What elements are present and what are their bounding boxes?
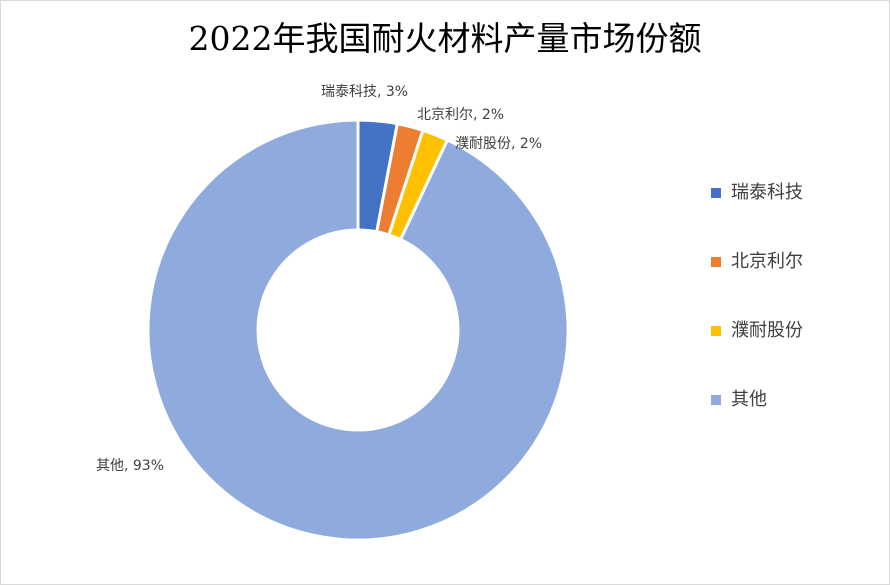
data-label-punai: 濮耐股份, 2% (455, 136, 542, 152)
legend-item-ruitai: 瑞泰科技 (701, 179, 871, 248)
data-labels-group: 瑞泰科技, 3% 北京利尔, 2% 濮耐股份, 2% 其他, 93% (96, 84, 542, 474)
legend-label-beijing-lier: 北京利尔 (731, 251, 803, 272)
data-label-beijing-lier: 北京利尔, 2% (417, 107, 504, 123)
chart-title: 2022年我国耐火材料产量市场份额 (188, 19, 702, 58)
legend-label-ruitai: 瑞泰科技 (731, 182, 803, 203)
legend-label-other: 其他 (731, 389, 767, 410)
legend-item-punai: 濮耐股份 (701, 317, 871, 386)
legend-swatch-punai (711, 326, 721, 336)
legend-swatch-ruitai (711, 188, 721, 198)
legend-item-beijing-lier: 北京利尔 (701, 248, 871, 317)
slices-group (146, 118, 570, 542)
slice-other (146, 118, 570, 542)
legend-item-other: 其他 (701, 386, 871, 455)
data-label-ruitai: 瑞泰科技, 3% (321, 84, 408, 100)
legend-swatch-beijing-lier (711, 257, 721, 267)
legend: 瑞泰科技 北京利尔 濮耐股份 其他 (701, 179, 871, 455)
legend-swatch-other (711, 395, 721, 405)
legend-label-punai: 濮耐股份 (731, 320, 803, 341)
data-label-other: 其他, 93% (96, 458, 164, 474)
